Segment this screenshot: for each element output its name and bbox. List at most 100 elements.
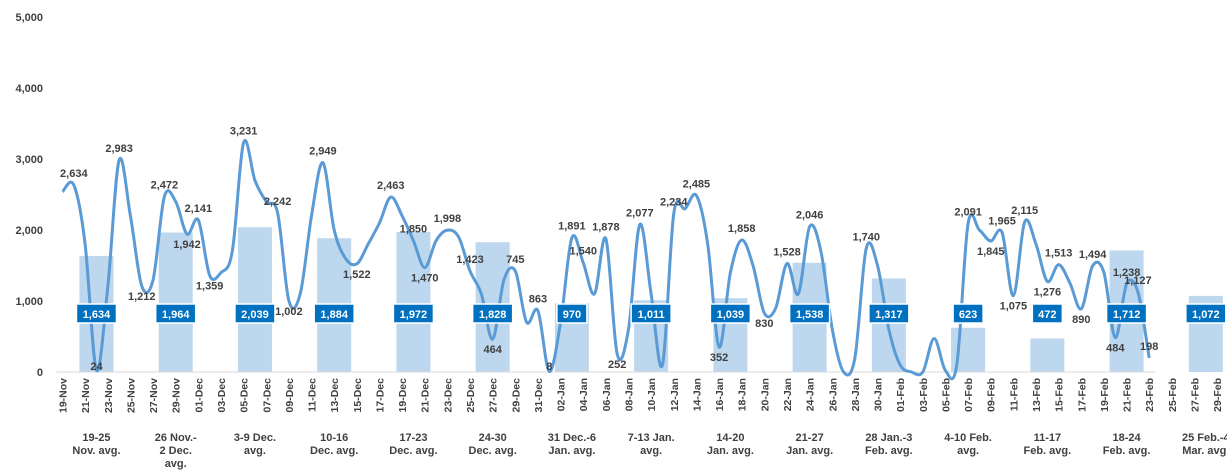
x-tick-label: 05-Feb bbox=[940, 378, 952, 412]
x-tick-label: 14-Jan bbox=[691, 378, 703, 411]
bar-value-badge bbox=[788, 303, 831, 324]
x-axis: 19-Nov 21-Nov 23-Nov 25-Nov 27-Nov 29-Nov 01-D… bbox=[58, 378, 1225, 413]
x-tick-label: 02-Jan bbox=[556, 378, 568, 411]
x-tick-label: 21-Feb bbox=[1122, 378, 1134, 412]
x-tick-label: 05-Dec bbox=[239, 378, 251, 413]
line-data-label: 2,485 bbox=[683, 179, 711, 191]
bar-value-badge bbox=[471, 303, 514, 324]
x-tick-label: 27-Nov bbox=[148, 378, 160, 413]
x-tick-label: 29-Dec bbox=[510, 378, 522, 413]
bar-value-badge bbox=[313, 303, 355, 324]
x-tick-label: 17-Feb bbox=[1076, 378, 1088, 412]
bar-value-badge bbox=[630, 303, 672, 324]
group-label: Jan. avg. bbox=[707, 445, 754, 457]
bar-value-badge bbox=[154, 303, 197, 324]
line-data-label: 1,212 bbox=[128, 291, 156, 303]
line-data-label: 1,359 bbox=[196, 281, 224, 293]
y-tick-label: 3,000 bbox=[15, 154, 43, 166]
x-tick-label: 16-Jan bbox=[714, 378, 726, 411]
line-data-label: 352 bbox=[710, 352, 728, 364]
x-tick-label: 09-Feb bbox=[986, 378, 998, 412]
bar-value-label: 970 bbox=[563, 309, 581, 321]
line-data-label: 1,878 bbox=[592, 222, 620, 234]
x-tick-label: 13-Dec bbox=[329, 378, 341, 413]
bar-value-label: 472 bbox=[1038, 309, 1056, 321]
bar-value-badge bbox=[75, 303, 118, 324]
group-label: avg. bbox=[957, 445, 979, 457]
x-tick-label: 30-Jan bbox=[873, 378, 885, 411]
line-data-label: 1,494 bbox=[1079, 249, 1107, 261]
line-data-label: 1,740 bbox=[852, 231, 880, 243]
group-label: Feb. avg. bbox=[865, 445, 913, 457]
bar-value-label: 1,317 bbox=[875, 309, 903, 321]
line-data-label: 863 bbox=[529, 294, 547, 306]
x-tick-label: 19-Nov bbox=[58, 378, 70, 413]
line-data-label: 2,983 bbox=[105, 143, 133, 155]
line-data-label: 2,949 bbox=[309, 146, 337, 158]
group-label: 28 Jan.-3 bbox=[865, 432, 912, 444]
line-data-label: 1,276 bbox=[1034, 286, 1062, 298]
line-data-label: 8 bbox=[546, 361, 552, 373]
line-data-label: 2,463 bbox=[377, 180, 405, 192]
line-data-label: 464 bbox=[483, 344, 502, 356]
line-data-label: 1,522 bbox=[343, 269, 371, 281]
x-tick-label: 11-Feb bbox=[1008, 378, 1020, 411]
group-label: 2 Dec. bbox=[159, 445, 191, 457]
x-tick-label: 03-Dec bbox=[216, 378, 228, 413]
line-data-label: 890 bbox=[1072, 314, 1090, 326]
line-data-label: 1,965 bbox=[988, 215, 1016, 227]
y-tick-label: 5,000 bbox=[15, 12, 43, 24]
bar-value-badge bbox=[556, 303, 588, 324]
y-tick-label: 1,000 bbox=[15, 296, 43, 308]
group-label: 18-24 bbox=[1113, 432, 1142, 444]
line-data-label: 24 bbox=[90, 361, 103, 373]
bar-value-badge bbox=[234, 303, 276, 324]
line-data-label: 745 bbox=[506, 254, 524, 266]
bar-value-label: 623 bbox=[959, 309, 977, 321]
bar-value-badge bbox=[392, 303, 435, 324]
x-tick-label: 04-Jan bbox=[578, 378, 590, 411]
x-tick-label: 03-Feb bbox=[918, 378, 930, 412]
avg-bar bbox=[396, 231, 431, 372]
x-tick-label: 11-Dec bbox=[307, 378, 319, 412]
x-tick-label: 10-Jan bbox=[646, 378, 658, 411]
group-label: 17-23 bbox=[399, 432, 427, 444]
bar-value-label: 1,538 bbox=[796, 309, 824, 321]
group-label: 19-25 bbox=[82, 432, 110, 444]
group-label: Jan. avg. bbox=[548, 445, 595, 457]
line-data-label: 1,513 bbox=[1045, 248, 1073, 260]
x-tick-label: 19-Dec bbox=[397, 378, 409, 413]
x-tick-label: 17-Dec bbox=[374, 378, 386, 413]
x-tick-label: 25-Dec bbox=[465, 378, 477, 413]
line-data-label: 2,242 bbox=[264, 196, 292, 208]
bar-value-label: 1,884 bbox=[320, 309, 348, 321]
group-label: Feb. avg. bbox=[1023, 445, 1071, 457]
x-tick-label: 15-Feb bbox=[1054, 378, 1066, 412]
group-label: 14-20 bbox=[716, 432, 744, 444]
bar-value-label: 2,039 bbox=[241, 309, 269, 321]
group-label: avg. bbox=[640, 445, 662, 457]
group-label: 11-17 bbox=[1034, 432, 1062, 444]
x-tick-label: 22-Jan bbox=[782, 378, 794, 411]
x-tick-label: 27-Feb bbox=[1190, 378, 1202, 412]
group-label: 7-13 Jan. bbox=[628, 432, 675, 444]
x-tick-label: 28-Jan bbox=[850, 378, 862, 411]
line-data-label: 2,046 bbox=[796, 210, 824, 222]
line-data-label: 1,238 bbox=[1113, 267, 1141, 279]
line-data-label: 1,127 bbox=[1124, 275, 1152, 287]
group-label: Feb. avg. bbox=[1103, 445, 1151, 457]
group-label: avg. bbox=[244, 445, 266, 457]
x-tick-label: 20-Jan bbox=[759, 378, 771, 411]
group-label: Mar. avg. bbox=[1182, 445, 1227, 457]
line-data-label: 198 bbox=[1140, 341, 1158, 353]
bar-value-label: 1,828 bbox=[479, 309, 507, 321]
line-data-label: 1,423 bbox=[456, 254, 484, 266]
line-data-label: 1,075 bbox=[1000, 301, 1028, 313]
bar-value-label: 1,972 bbox=[400, 309, 428, 321]
bar-value-label: 1,634 bbox=[83, 309, 111, 321]
x-tick-label: 01-Feb bbox=[895, 378, 907, 412]
bar-value-badge bbox=[1185, 303, 1227, 324]
x-tick-label: 15-Dec bbox=[352, 378, 364, 413]
group-label: avg. bbox=[165, 458, 187, 470]
